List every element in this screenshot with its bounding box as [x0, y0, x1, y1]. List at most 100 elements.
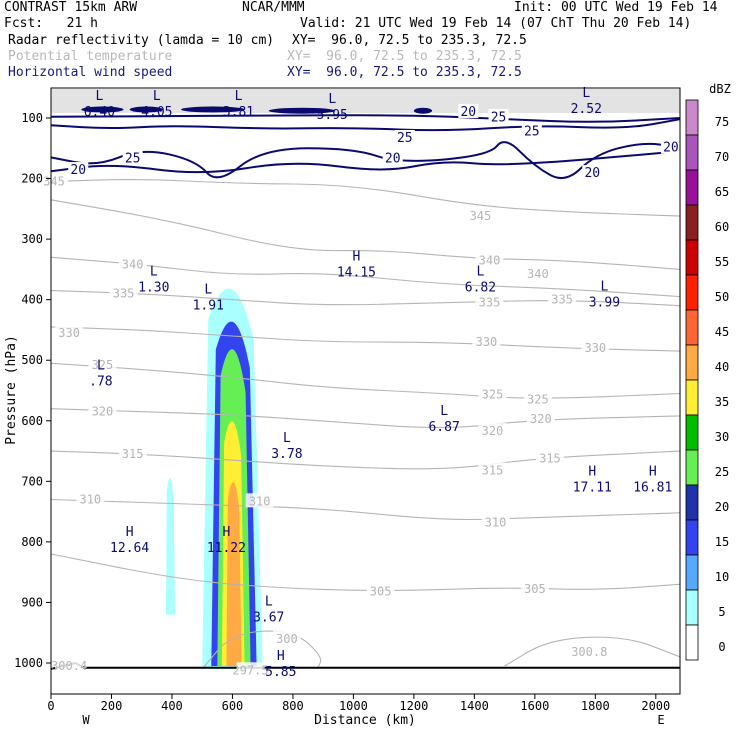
theta-label-bg-15	[478, 423, 507, 438]
field-wind-xy: XY= 96.0, 72.5 to 235.3, 72.5	[287, 65, 522, 80]
field-wind: Horizontal wind speed	[8, 65, 173, 80]
extremum-type-10: L	[97, 358, 105, 373]
extremum-type-16: H	[222, 525, 230, 540]
wind-label-bg-1	[488, 109, 509, 124]
extremum-type-1: L	[153, 89, 161, 104]
colorbar-label-35: 35	[715, 395, 729, 409]
wind-label-8: 20	[663, 141, 679, 156]
theta-label-bg-9	[472, 334, 501, 349]
wind-label-bg-0	[458, 103, 479, 118]
colorbar-swatch-5	[685, 589, 699, 626]
header-fcst: Fcst: 21 h	[4, 16, 98, 31]
theta-label-bg-11	[88, 357, 117, 372]
theta-label-21: 310	[249, 494, 271, 508]
header-init: Init: 00 UTC Wed 19 Feb 14	[514, 0, 718, 15]
reflectivity-cell-5	[226, 482, 242, 667]
x-end-label-east: E	[657, 713, 664, 727]
theta-label-bg-28	[236, 662, 265, 677]
theta-label-10: 330	[584, 341, 606, 355]
extremum-value-2: 3.81	[223, 105, 254, 120]
colorbar-label-5: 5	[718, 605, 725, 619]
wind-label-bg-6	[382, 150, 403, 165]
x-axis-title: Distance (km)	[314, 713, 416, 728]
theta-label-19: 315	[539, 451, 561, 465]
theta-label-12: 325	[482, 388, 504, 402]
y-tick-label-5: 600	[21, 414, 43, 428]
colorbar-swatch-30	[685, 414, 699, 451]
wind-contour-1	[50, 118, 681, 132]
wind-label-4: 25	[125, 152, 141, 167]
header-institution: NCAR/MMM	[242, 0, 305, 15]
extremum-type-11: L	[440, 404, 448, 419]
theta-label-23: 305	[370, 585, 392, 599]
theta-label-bg-8	[55, 324, 84, 339]
theta-label-bg-2	[118, 256, 147, 271]
theta-label-26: 300.4	[51, 659, 87, 673]
extremum-type-9: L	[600, 280, 608, 295]
colorbar-label-55: 55	[715, 255, 729, 269]
colorbar-swatch-55	[685, 239, 699, 276]
extremum-value-16: 11.22	[207, 541, 246, 556]
extremum-value-9: 3.99	[589, 296, 620, 311]
colorbar-label-20: 20	[715, 500, 729, 514]
colorbar-swatch-75	[685, 99, 699, 136]
wind-label-6: 20	[385, 152, 401, 167]
x-tick-label-3: 600	[222, 699, 244, 713]
extremum-value-17: 3.67	[253, 611, 284, 626]
theta-label-bg-18	[478, 462, 507, 477]
extremum-value-11: 6.87	[428, 420, 459, 435]
x-tick-label-9: 1800	[581, 699, 610, 713]
extremum-type-17: L	[265, 595, 273, 610]
reflectivity-layer	[165, 288, 263, 670]
colorbar-label-15: 15	[715, 535, 729, 549]
wind-label-bg-2	[521, 123, 542, 138]
colorbar-label-50: 50	[715, 290, 729, 304]
extremum-value-8: 6.82	[465, 280, 496, 295]
wind-label-bg-3	[394, 129, 415, 144]
theta-label-15: 320	[482, 424, 504, 438]
extremum-type-6: L	[204, 283, 212, 298]
theta-label-20: 310	[79, 493, 101, 507]
x-tick-label-1: 200	[101, 699, 123, 713]
y-tick-label-9: 1000	[14, 656, 43, 670]
theta-label-bg-17	[118, 446, 147, 461]
wind-label-7: 20	[584, 166, 600, 181]
colorbar-label-60: 60	[715, 220, 729, 234]
terrain-layer	[50, 661, 680, 671]
theta-label-bg-6	[475, 294, 504, 309]
reflectivity-cell-0	[165, 477, 175, 615]
y-tick-label-1: 200	[21, 172, 43, 186]
extremum-type-15: H	[126, 525, 134, 540]
theta-contour-2	[50, 256, 681, 298]
y-tick-label-6: 700	[21, 474, 43, 488]
extremum-value-1: 4.05	[141, 105, 172, 120]
theta-contour-1	[50, 199, 681, 270]
wind-contour-0	[50, 114, 681, 123]
wind-label-2: 25	[524, 124, 540, 139]
colorbar-swatch-65	[685, 169, 699, 206]
theta-label-bg-24	[520, 581, 549, 596]
theta-label-bg-1	[466, 208, 495, 223]
wind-label-1: 25	[491, 110, 507, 125]
colorbar-swatch-10	[685, 554, 699, 591]
theta-label-27: 300.8	[571, 645, 607, 659]
terrain-line	[50, 661, 680, 671]
theta-label-28: 297.5	[233, 663, 269, 677]
extremum-value-0: 6.40	[84, 105, 115, 120]
extremum-value-5: 1.30	[138, 280, 169, 295]
theta-label-9: 330	[476, 335, 498, 349]
theta-label-6: 335	[479, 296, 501, 310]
theta-label-13: 325	[527, 393, 549, 407]
colorbar-swatch-50	[685, 274, 699, 311]
theta-label-bg-3	[475, 252, 504, 267]
wind-jet-band-4	[413, 107, 433, 114]
wind-label-0: 20	[460, 105, 476, 120]
header-model: CONTRAST 15km ARW	[4, 0, 138, 15]
x-tick-label-7: 1400	[460, 699, 489, 713]
colorbar-swatch-0	[685, 624, 699, 661]
x-tick-label-5: 1000	[339, 699, 368, 713]
colorbar-label-25: 25	[715, 465, 729, 479]
theta-label-25: 300	[276, 632, 298, 646]
